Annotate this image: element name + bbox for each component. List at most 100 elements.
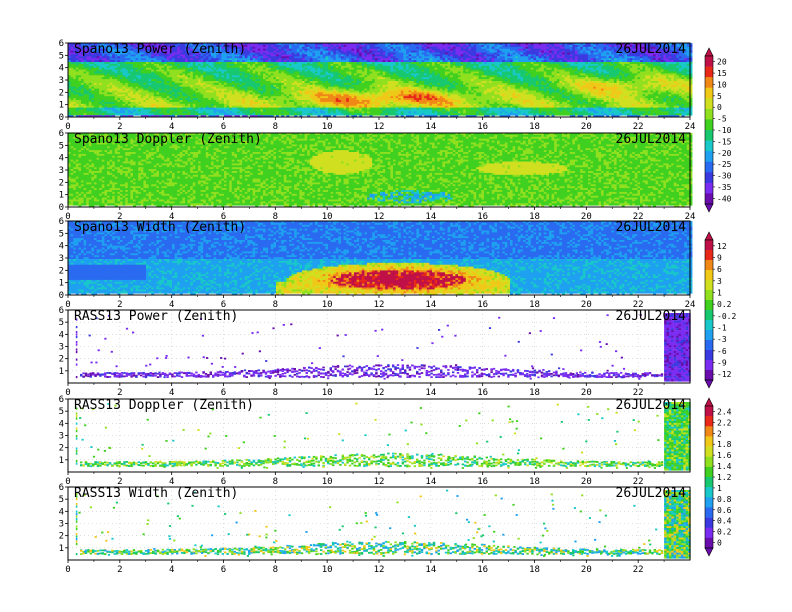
data-cell bbox=[143, 81, 147, 84]
data-cell bbox=[140, 90, 144, 93]
data-cell bbox=[99, 100, 103, 103]
data-cell bbox=[117, 48, 121, 51]
data-cell bbox=[94, 84, 97, 88]
data-cell bbox=[187, 44, 191, 48]
data-cell bbox=[177, 113, 181, 116]
data-cell bbox=[122, 63, 126, 67]
data-cell bbox=[68, 71, 71, 74]
data-cell bbox=[179, 58, 183, 61]
data-cell bbox=[174, 96, 178, 99]
data-cell bbox=[179, 65, 183, 69]
data-cell bbox=[166, 67, 170, 70]
data-cell bbox=[91, 113, 95, 116]
data-cell bbox=[182, 96, 186, 99]
data-cell bbox=[143, 113, 147, 116]
data-cell bbox=[127, 86, 131, 89]
data-cell bbox=[164, 50, 168, 53]
data-cell bbox=[75, 81, 79, 84]
data-cell bbox=[133, 88, 136, 91]
data-cell bbox=[73, 50, 77, 53]
data-cell bbox=[169, 113, 173, 116]
data-cell bbox=[190, 75, 194, 78]
data-cell bbox=[120, 111, 123, 114]
data-cell bbox=[179, 96, 183, 99]
data-cell bbox=[99, 48, 103, 51]
data-cell bbox=[156, 109, 160, 112]
data-cell bbox=[86, 103, 90, 107]
data-cell bbox=[96, 79, 100, 82]
data-cell bbox=[122, 111, 126, 114]
data-cell bbox=[96, 115, 100, 118]
data-cell bbox=[182, 48, 186, 51]
data-cell bbox=[99, 96, 103, 99]
data-cell bbox=[81, 73, 84, 76]
data-cell bbox=[120, 84, 123, 88]
data-cell bbox=[159, 84, 162, 88]
data-cell bbox=[133, 77, 136, 80]
data-cell bbox=[81, 100, 84, 103]
data-cell bbox=[86, 81, 90, 84]
data-cell bbox=[166, 73, 170, 76]
data-cell bbox=[187, 50, 191, 53]
data-cell bbox=[156, 65, 160, 69]
data-cell bbox=[130, 67, 134, 70]
data-cell bbox=[161, 46, 165, 50]
data-cell bbox=[122, 71, 126, 74]
data-cell bbox=[86, 105, 90, 108]
data-cell bbox=[153, 109, 157, 112]
data-cell bbox=[177, 101, 181, 105]
data-cell bbox=[164, 54, 168, 57]
data-cell bbox=[130, 48, 134, 51]
data-cell bbox=[179, 43, 183, 46]
data-cell bbox=[96, 94, 100, 97]
data-cell bbox=[338, 113, 342, 116]
data-cell bbox=[86, 71, 90, 74]
data-cell bbox=[112, 107, 116, 110]
data-cell bbox=[99, 88, 103, 91]
data-cell bbox=[68, 92, 71, 95]
data-cell bbox=[140, 73, 144, 76]
data-cell bbox=[182, 107, 186, 110]
data-cell bbox=[182, 67, 186, 70]
data-cell bbox=[130, 56, 134, 59]
data-cell bbox=[107, 60, 110, 63]
data-cell bbox=[94, 79, 97, 82]
data-cell bbox=[112, 81, 116, 84]
data-cell bbox=[146, 96, 149, 99]
data-cell bbox=[172, 50, 175, 53]
data-cell bbox=[182, 82, 186, 86]
data-cell bbox=[135, 84, 139, 88]
data-cell bbox=[187, 86, 191, 89]
data-cell bbox=[153, 98, 157, 101]
data-cell bbox=[166, 54, 170, 57]
data-cell bbox=[114, 52, 118, 55]
data-cell bbox=[177, 65, 181, 69]
data-cell bbox=[172, 67, 175, 70]
data-cell bbox=[114, 109, 118, 112]
data-cell bbox=[172, 71, 175, 74]
data-cell bbox=[166, 96, 170, 99]
data-cell bbox=[140, 79, 144, 82]
data-cell bbox=[166, 81, 170, 84]
data-cell bbox=[70, 62, 74, 65]
data-cell bbox=[83, 54, 87, 57]
data-cell bbox=[140, 109, 144, 112]
data-cell bbox=[127, 44, 131, 48]
data-cell bbox=[109, 82, 113, 86]
data-cell bbox=[125, 103, 129, 107]
data-cell bbox=[68, 63, 71, 67]
data-cell bbox=[179, 101, 183, 105]
data-cell bbox=[91, 54, 95, 57]
data-cell bbox=[81, 92, 84, 95]
data-cell bbox=[117, 111, 121, 114]
data-cell bbox=[91, 71, 95, 74]
data-cell bbox=[138, 50, 142, 53]
data-cell bbox=[73, 84, 77, 88]
data-cell bbox=[146, 115, 149, 118]
data-cell bbox=[104, 101, 108, 105]
data-cell bbox=[140, 115, 144, 118]
data-cell bbox=[73, 43, 77, 46]
data-cell bbox=[172, 43, 175, 46]
data-cell bbox=[101, 58, 105, 61]
data-cell bbox=[109, 111, 113, 114]
